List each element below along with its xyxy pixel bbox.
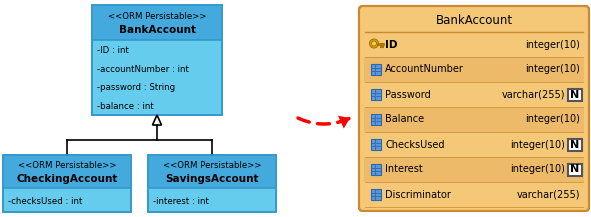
- FancyBboxPatch shape: [92, 5, 222, 115]
- Text: CheckingAccount: CheckingAccount: [17, 174, 118, 184]
- FancyBboxPatch shape: [359, 6, 589, 211]
- FancyBboxPatch shape: [364, 157, 584, 182]
- Circle shape: [372, 41, 376, 46]
- Text: <<ORM Persistable>>: <<ORM Persistable>>: [18, 161, 116, 170]
- Text: -interest : int: -interest : int: [153, 197, 209, 206]
- Text: <<ORM Persistable>>: <<ORM Persistable>>: [108, 12, 206, 21]
- Text: -password : String: -password : String: [97, 83, 175, 92]
- FancyBboxPatch shape: [3, 155, 131, 212]
- FancyBboxPatch shape: [364, 132, 584, 157]
- Text: integer(10): integer(10): [510, 164, 565, 174]
- FancyBboxPatch shape: [568, 138, 582, 151]
- FancyBboxPatch shape: [364, 32, 584, 57]
- FancyBboxPatch shape: [92, 5, 222, 40]
- Text: varchar(255): varchar(255): [502, 89, 565, 100]
- FancyBboxPatch shape: [364, 182, 584, 207]
- Text: integer(10): integer(10): [510, 140, 565, 150]
- Text: integer(10): integer(10): [525, 39, 580, 49]
- Text: Password: Password: [385, 89, 431, 100]
- Text: AccountNumber: AccountNumber: [385, 64, 464, 74]
- Text: N: N: [570, 140, 580, 150]
- Circle shape: [369, 39, 378, 48]
- Text: SavingsAccount: SavingsAccount: [165, 174, 259, 184]
- FancyBboxPatch shape: [371, 89, 381, 100]
- FancyBboxPatch shape: [364, 107, 584, 132]
- Text: N: N: [570, 164, 580, 174]
- Text: integer(10): integer(10): [525, 64, 580, 74]
- Text: Discriminator: Discriminator: [385, 189, 451, 199]
- Text: -accountNumber : int: -accountNumber : int: [97, 65, 189, 74]
- Text: integer(10): integer(10): [525, 115, 580, 125]
- FancyBboxPatch shape: [371, 164, 381, 175]
- Text: -ID : int: -ID : int: [97, 46, 129, 55]
- FancyBboxPatch shape: [371, 64, 381, 75]
- FancyBboxPatch shape: [364, 57, 584, 82]
- FancyBboxPatch shape: [371, 114, 381, 125]
- FancyBboxPatch shape: [371, 139, 381, 150]
- FancyBboxPatch shape: [148, 155, 276, 188]
- Text: varchar(255): varchar(255): [517, 189, 580, 199]
- FancyBboxPatch shape: [148, 155, 276, 212]
- Text: BankAccount: BankAccount: [119, 25, 196, 35]
- Text: <<ORM Persistable>>: <<ORM Persistable>>: [163, 161, 261, 170]
- Text: -checksUsed : int: -checksUsed : int: [8, 197, 82, 206]
- Polygon shape: [338, 116, 350, 128]
- FancyBboxPatch shape: [371, 189, 381, 200]
- Text: ID: ID: [385, 39, 398, 49]
- FancyBboxPatch shape: [3, 155, 131, 188]
- Text: Interest: Interest: [385, 164, 423, 174]
- Text: -balance : int: -balance : int: [97, 102, 154, 111]
- FancyBboxPatch shape: [568, 89, 582, 100]
- Text: ChecksUsed: ChecksUsed: [385, 140, 444, 150]
- Text: N: N: [570, 89, 580, 100]
- Text: BankAccount: BankAccount: [436, 15, 512, 28]
- FancyBboxPatch shape: [568, 163, 582, 176]
- FancyBboxPatch shape: [364, 82, 584, 107]
- Text: Balance: Balance: [385, 115, 424, 125]
